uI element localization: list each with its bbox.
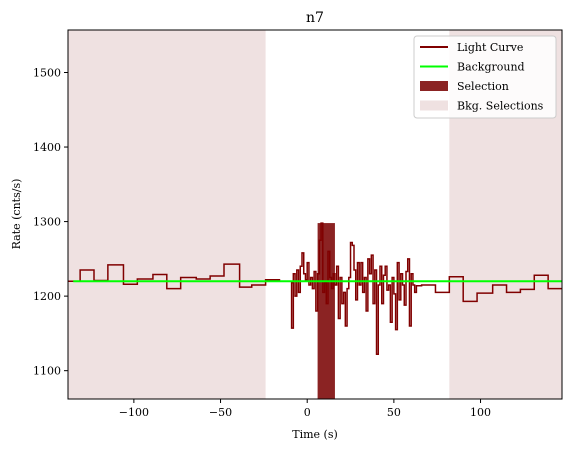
legend: Light Curve Background Selection Bkg. Selec… [413,35,557,119]
x-axis-ticks: −100 −50 0 50 100 [119,399,491,419]
y-tick-label: 1500 [33,66,61,79]
light-curve-line [68,222,562,356]
y-axis-title: Rate (cnts/s) [10,179,23,250]
legend-label: Light Curve [457,41,523,54]
x-tick-label: 100 [470,406,491,419]
chart-title: n7 [306,10,324,26]
bkg-selection-band [68,30,266,399]
legend-label: Background [457,61,525,74]
y-tick-label: 1100 [33,365,61,378]
legend-swatch [420,100,448,111]
legend-label: Bkg. Selections [457,100,544,113]
x-tick-label: −50 [209,406,232,419]
y-tick-label: 1300 [33,216,61,229]
source-selection [317,223,335,399]
x-axis-title: Time (s) [292,428,338,441]
legend-box [413,35,557,119]
y-axis-ticks: 1100 1200 1300 1400 1500 [33,66,68,378]
x-tick-label: 50 [387,406,401,419]
y-tick-label: 1400 [33,141,61,154]
x-tick-label: −100 [119,406,149,419]
axes-frame [67,29,563,400]
y-tick-label: 1200 [33,290,61,303]
legend-swatch [420,81,448,91]
legend-label: Selection [457,80,509,93]
x-tick-label: 0 [304,406,311,419]
